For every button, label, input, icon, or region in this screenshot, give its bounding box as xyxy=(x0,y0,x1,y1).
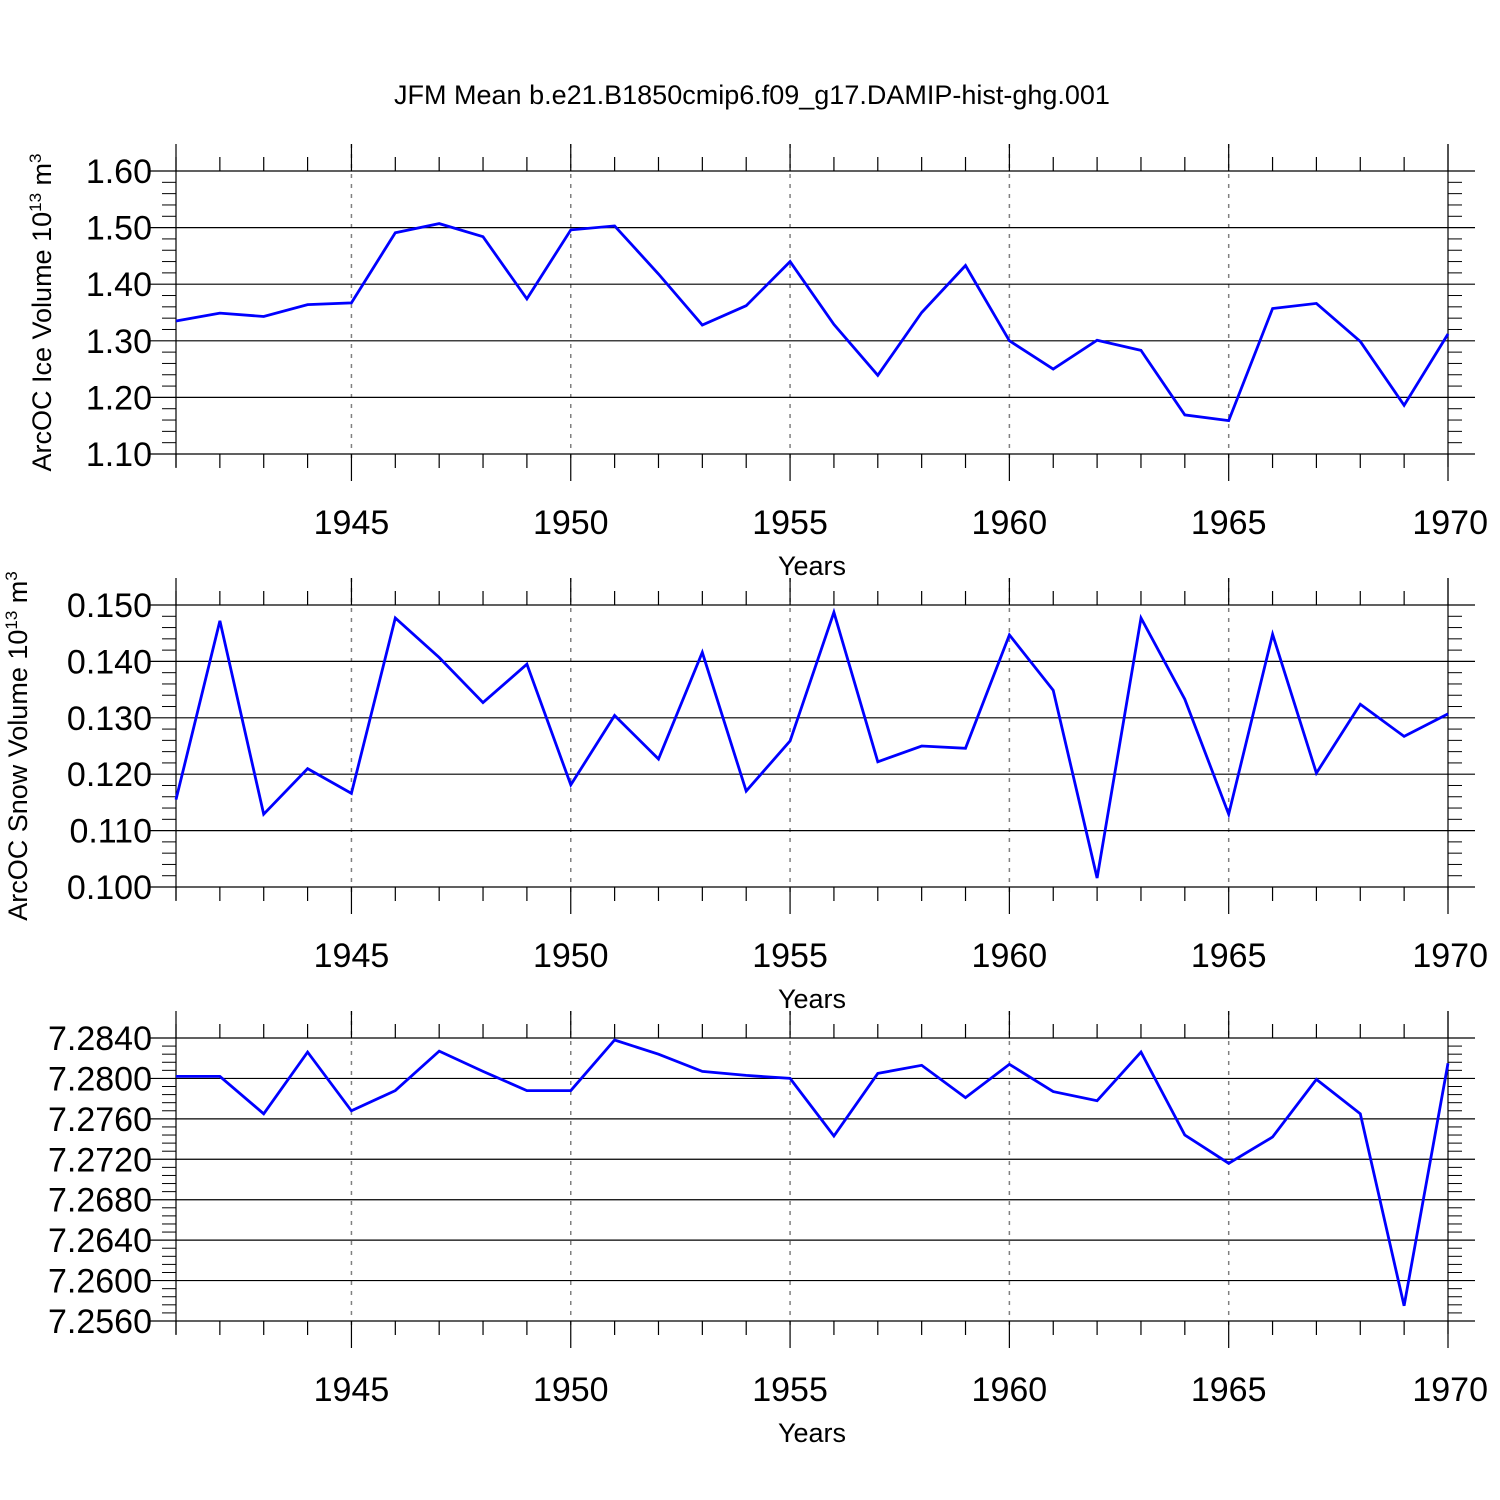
y-tick-label: 7.2640 xyxy=(48,1222,152,1260)
y-axis-title-superscript: 3 xyxy=(26,153,45,162)
x-tick-label: 1960 xyxy=(972,1371,1048,1409)
y-tick-label: 0.120 xyxy=(67,756,152,794)
x-tick-label: 1965 xyxy=(1191,504,1267,542)
x-tick-label: 1960 xyxy=(972,504,1048,542)
y-tick-label: 7.2760 xyxy=(48,1101,152,1139)
x-tick-label: 1970 xyxy=(1412,1371,1488,1409)
y-tick-label: 1.40 xyxy=(86,266,152,304)
x-tick-label: 1970 xyxy=(1412,937,1488,975)
x-tick-label: 1950 xyxy=(533,504,609,542)
chart-panel-3: 7.25607.26007.26407.26807.27207.27607.28… xyxy=(48,1011,1488,1448)
series-line xyxy=(174,607,1449,879)
series-line xyxy=(176,1038,1450,1307)
x-tick-label: 1970 xyxy=(1412,504,1488,542)
panels: 1.10 1.20 1.30 1.40 1.50 1.60 1945 1950 1955 1960… xyxy=(2,144,1488,1448)
x-tick-label: 1950 xyxy=(533,1371,609,1409)
y-axis-title-text: ArcOC Ice Volume 10 xyxy=(27,212,57,472)
x-tick-label: 1955 xyxy=(752,1371,828,1409)
y-tick-label: 1.10 xyxy=(86,436,152,474)
x-tick-label: 1945 xyxy=(314,504,390,542)
y-tick-label: 1.20 xyxy=(86,379,152,417)
chart-panel-2: 0.100 0.110 0.120 0.130 0.140 0.150 1945 1950 19… xyxy=(2,571,1488,1014)
y-tick-label: 0.130 xyxy=(67,700,152,738)
y-axis-title-superscript: 13 xyxy=(26,193,45,212)
y-tick-label: 0.140 xyxy=(67,643,152,681)
y-tick-label: 0.100 xyxy=(67,869,152,907)
y-tick-label: 7.2560 xyxy=(48,1303,152,1341)
y-axis-title-superscript: 3 xyxy=(2,571,21,580)
y-tick-label: 0.110 xyxy=(69,813,152,851)
x-tick-label: 1945 xyxy=(314,1371,390,1409)
x-tick-label: 1965 xyxy=(1191,1371,1267,1409)
x-tick-label: 1945 xyxy=(314,937,390,975)
y-axis-title: ArcOC Ice Volume 1013 m3 xyxy=(26,153,57,471)
x-tick-label: 1960 xyxy=(972,937,1048,975)
y-tick-label: 0.150 xyxy=(67,587,152,625)
x-tick-label: 1965 xyxy=(1191,937,1267,975)
y-tick-label: 7.2800 xyxy=(48,1060,152,1098)
x-axis-title: Years xyxy=(778,984,846,1014)
y-axis-title-superscript: 13 xyxy=(2,611,21,630)
y-axis-title-text: m xyxy=(27,163,57,193)
y-tick-label: 7.2720 xyxy=(48,1141,152,1179)
y-axis-title-text: ArcOC Snow Volume 10 xyxy=(3,630,33,921)
series-line xyxy=(175,222,1450,423)
x-axis-title: Years xyxy=(778,1418,846,1448)
figure-title: JFM Mean b.e21.B1850cmip6.f09_g17.DAMIP-… xyxy=(394,80,1110,110)
x-tick-label: 1955 xyxy=(752,504,828,542)
x-tick-label: 1950 xyxy=(533,937,609,975)
y-tick-label: 7.2600 xyxy=(48,1263,152,1301)
x-axis-title: Years xyxy=(778,551,846,581)
x-tick-label: 1955 xyxy=(752,937,828,975)
y-tick-label: 7.2840 xyxy=(48,1020,152,1058)
y-axis-title: ArcOC Snow Volume 1013 m3 xyxy=(2,571,33,921)
y-tick-label: 1.60 xyxy=(86,153,152,191)
y-axis-title-text: m xyxy=(3,581,33,611)
y-tick-label: 1.50 xyxy=(86,210,152,248)
chart-panel-1: 1.10 1.20 1.30 1.40 1.50 1.60 1945 1950 1955 1960… xyxy=(26,144,1488,581)
y-tick-label: 1.30 xyxy=(86,323,152,361)
y-tick-label: 7.2680 xyxy=(48,1182,152,1220)
